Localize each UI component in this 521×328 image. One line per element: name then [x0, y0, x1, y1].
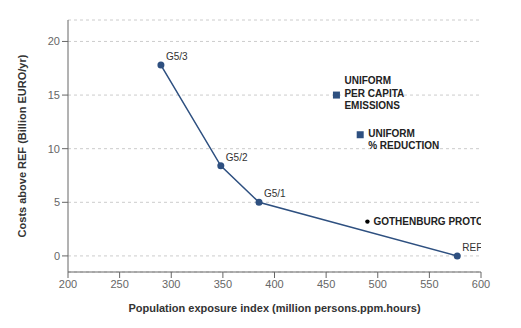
svg-text:550: 550 [420, 278, 438, 290]
svg-text:Population exposure index (mil: Population exposure index (million perso… [128, 302, 420, 314]
svg-text:500: 500 [369, 278, 387, 290]
svg-text:200: 200 [59, 278, 77, 290]
svg-text:5: 5 [54, 196, 60, 208]
svg-text:G5/1: G5/1 [264, 188, 286, 199]
svg-text:450: 450 [317, 278, 335, 290]
svg-text:UNIFORM% REDUCTION: UNIFORM% REDUCTION [368, 128, 439, 152]
svg-text:15: 15 [48, 89, 60, 101]
svg-text:G5/2: G5/2 [226, 152, 248, 163]
svg-text:Costs above REF (Billion EURO/: Costs above REF (Billion EURO/yr) [16, 54, 28, 237]
svg-text:GOTHENBURG PROTOCOL: GOTHENBURG PROTOCOL [373, 216, 481, 227]
svg-text:G5/3: G5/3 [166, 51, 188, 62]
svg-text:10: 10 [48, 143, 60, 155]
svg-text:400: 400 [265, 278, 283, 290]
svg-text:20: 20 [48, 35, 60, 47]
svg-text:300: 300 [162, 278, 180, 290]
svg-text:0: 0 [54, 250, 60, 262]
svg-text:250: 250 [110, 278, 128, 290]
svg-text:UNIFORMPER CAPITAEMISSIONS: UNIFORMPER CAPITAEMISSIONS [344, 75, 404, 111]
svg-text:350: 350 [214, 278, 232, 290]
svg-text:600: 600 [472, 278, 490, 290]
svg-text:REF: REF [462, 242, 481, 253]
